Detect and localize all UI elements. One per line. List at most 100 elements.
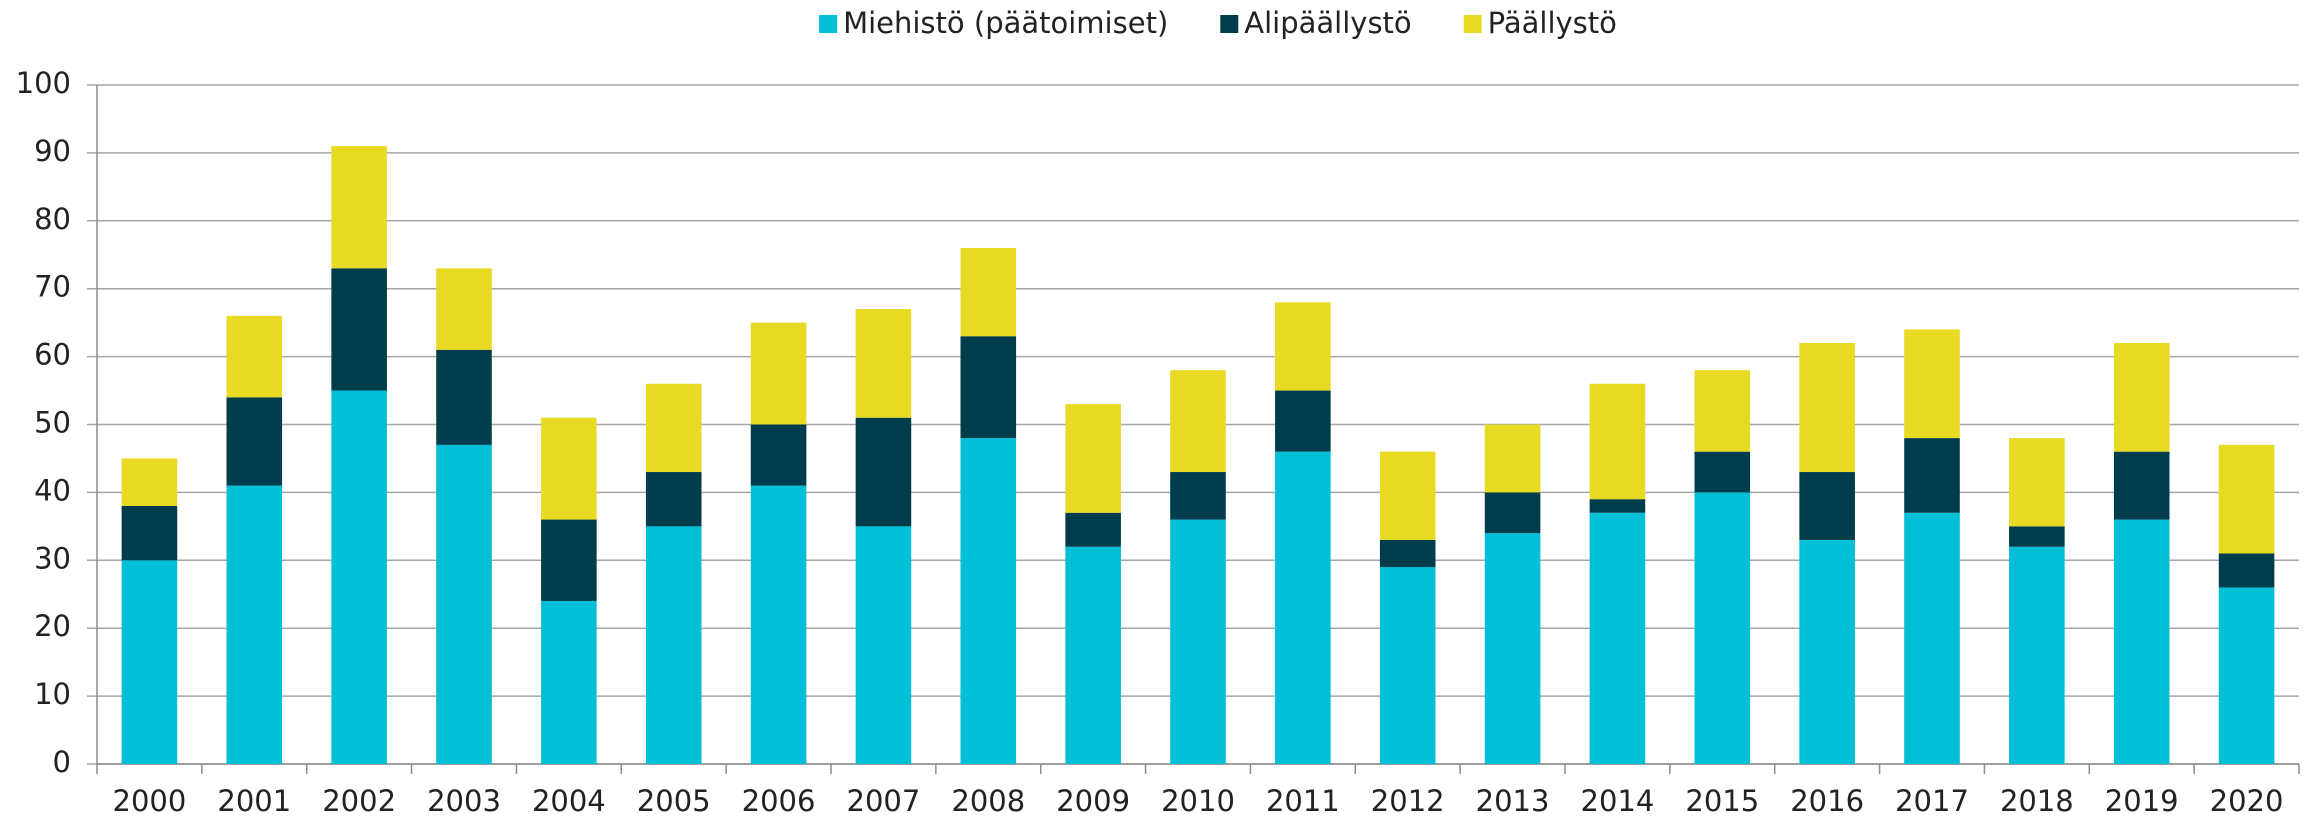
bar-segment: [645, 526, 702, 764]
x-tick-label: 2016: [1790, 784, 1864, 818]
bar-segment: [1589, 499, 1646, 513]
bar-segment: [226, 485, 283, 764]
legend-swatch: [1220, 15, 1239, 33]
y-tick-label: 100: [16, 66, 71, 100]
x-tick-label: 2000: [113, 784, 187, 818]
legend-label: Alipäällystö: [1244, 6, 1411, 40]
x-tick-label: 2002: [322, 784, 396, 818]
bar-segment: [960, 438, 1017, 764]
bar-segment: [960, 336, 1017, 439]
x-tick-label: 2003: [427, 784, 501, 818]
bar-segment: [1694, 370, 1751, 452]
bar-segment: [1379, 539, 1436, 568]
bar-segment: [1484, 492, 1541, 534]
y-tick-label: 80: [34, 202, 71, 236]
y-tick-label: 20: [34, 609, 71, 643]
bar-segment: [1170, 370, 1226, 473]
bar-segment: [331, 146, 387, 269]
bar-segment: [1275, 390, 1331, 452]
bar-segment: [436, 268, 492, 350]
y-tick-label: 10: [34, 677, 71, 711]
bar-segment: [1589, 512, 1646, 764]
bar-segment: [1904, 438, 1960, 513]
bar-segment: [121, 505, 178, 561]
x-tick-label: 2014: [1581, 784, 1655, 818]
x-tick-label: 2012: [1371, 784, 1445, 818]
x-tick-label: 2005: [637, 784, 711, 818]
y-tick-label: 90: [34, 134, 71, 168]
bar-segment: [2218, 553, 2275, 588]
bar-segment: [1694, 451, 1751, 493]
y-tick-label: 40: [34, 473, 71, 507]
bar-segment: [1484, 424, 1541, 493]
bar-segment: [1170, 472, 1226, 520]
y-tick-label: 50: [34, 406, 71, 440]
bar-segment: [1170, 519, 1226, 764]
bar-segment: [226, 315, 283, 398]
bar-segment: [750, 485, 807, 764]
bar-segment: [750, 424, 807, 486]
x-tick-label: 2010: [1161, 784, 1235, 818]
bar-segment: [2009, 526, 2065, 547]
bar-segment: [226, 397, 283, 486]
x-tick-label: 2011: [1266, 784, 1340, 818]
bar-segment: [1065, 546, 1121, 764]
bar-segment: [1799, 539, 1855, 764]
bar-segment: [1904, 512, 1960, 764]
bar-segment: [2113, 519, 2170, 764]
legend-swatch: [1463, 15, 1482, 33]
bar-segment: [121, 560, 178, 764]
bar-segment: [2113, 343, 2170, 452]
bar-segment: [750, 322, 807, 425]
bar-segment: [645, 472, 702, 527]
bar-segment: [331, 268, 387, 391]
x-tick-label: 2004: [532, 784, 606, 818]
y-tick-label: 70: [34, 270, 71, 304]
bar-segment: [1379, 567, 1436, 764]
bar-segment: [855, 417, 912, 527]
x-tick-label: 2017: [1895, 784, 1969, 818]
y-tick-label: 0: [53, 745, 71, 779]
bar-segment: [1065, 512, 1121, 547]
bar-segment: [2218, 587, 2275, 764]
bar-segment: [436, 349, 492, 445]
y-tick-label: 60: [34, 338, 71, 372]
bar-segment: [960, 247, 1017, 337]
x-tick-label: 2001: [217, 784, 291, 818]
x-tick-label: 2015: [1685, 784, 1759, 818]
bar-segment: [436, 444, 492, 764]
y-tick-label: 30: [34, 541, 71, 575]
bar-segment: [1275, 302, 1331, 391]
legend-label: Miehistö (päätoimiset): [843, 6, 1168, 40]
bar-segment: [1275, 451, 1331, 764]
x-tick-label: 2019: [2105, 784, 2179, 818]
bar-segment: [1904, 329, 1960, 439]
bar-segment: [2009, 546, 2065, 764]
x-tick-label: 2020: [2210, 784, 2284, 818]
bar-segment: [1379, 451, 1436, 540]
bar-segment: [2113, 451, 2170, 520]
bar-segment: [1484, 533, 1541, 764]
x-tick-label: 2007: [847, 784, 921, 818]
x-tick-label: 2018: [2000, 784, 2074, 818]
bar-segment: [1799, 472, 1855, 540]
bar-segment: [541, 519, 597, 602]
x-tick-label: 2009: [1056, 784, 1130, 818]
bar-segment: [1065, 404, 1121, 513]
x-tick-label: 2006: [742, 784, 816, 818]
bar-segment: [1589, 383, 1646, 500]
bar-segment: [1799, 343, 1855, 473]
bar-segment: [331, 390, 387, 764]
bar-segment: [645, 383, 702, 473]
bar-segment: [855, 526, 912, 764]
legend-swatch: [819, 15, 838, 33]
bar-segment: [121, 458, 178, 506]
legend-label: Päällystö: [1488, 6, 1617, 40]
bar-segment: [855, 309, 912, 418]
bar-segment: [2009, 438, 2065, 527]
bar-segment: [1694, 492, 1751, 764]
x-tick-label: 2013: [1476, 784, 1550, 818]
bar-segment: [2218, 444, 2275, 554]
bar-segment: [541, 601, 597, 764]
